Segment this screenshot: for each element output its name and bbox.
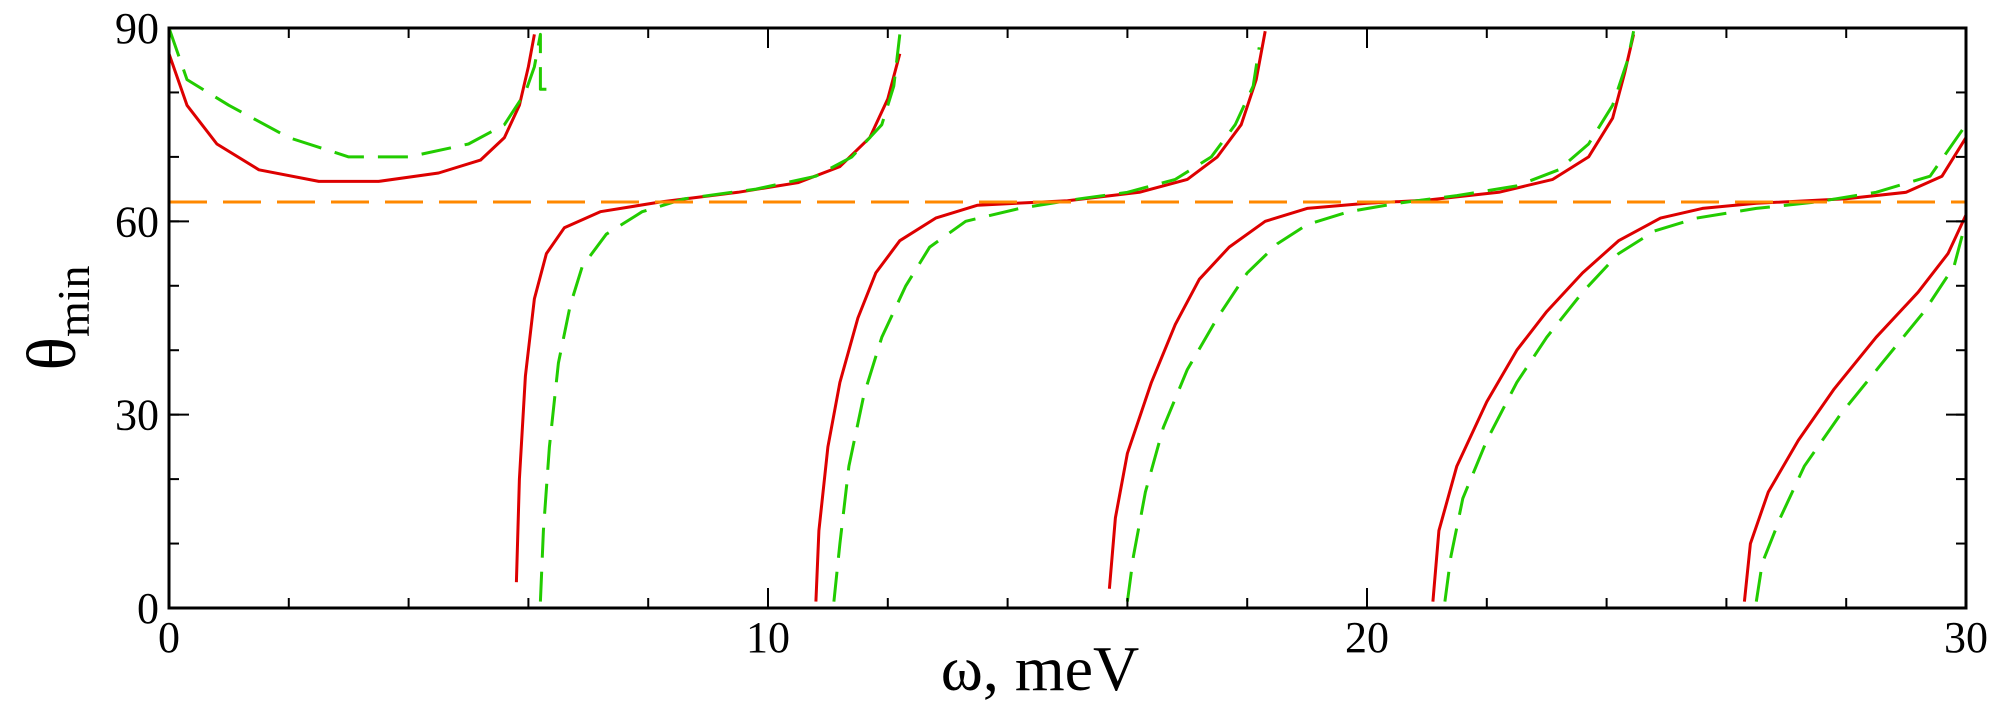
series-red-solid-segment-1 xyxy=(167,34,536,183)
series-red-solid-segment-4 xyxy=(1107,34,1636,589)
x-tick-label-0: 0 xyxy=(158,613,180,662)
series-green-dashed-segment-2 xyxy=(538,34,902,602)
series-red-solid-segment-6 xyxy=(1742,214,1968,602)
series-red-solid-segment-3 xyxy=(814,30,1267,602)
x-tick-label-20: 20 xyxy=(1345,613,1389,662)
y-tick-label-60: 60 xyxy=(115,197,159,246)
series-green-dashed-segment-1 xyxy=(167,27,547,159)
x-tick-label-30: 30 xyxy=(1944,613,1988,662)
y-axis-title-subscript: min xyxy=(48,265,99,337)
series-green-dashed-segment-6 xyxy=(1754,220,1968,602)
x-axis-title: ω, meV xyxy=(941,633,1140,704)
series-green-dashed-segment-3 xyxy=(832,47,1261,602)
plot-frame xyxy=(167,26,1968,610)
y-axis-title-main: θ xyxy=(14,337,91,371)
y-tick-label-30: 30 xyxy=(115,391,159,440)
series-red-solid-segment-2 xyxy=(514,53,902,583)
series-green-dashed-segment-4 xyxy=(1125,30,1636,602)
series-green-dashed-segment-5 xyxy=(1443,123,1968,602)
tick-layer: 0 10 20 30 0 30 60 90 xyxy=(115,4,1988,662)
x-tick-label-10: 10 xyxy=(746,613,790,662)
y-axis-title: θmin xyxy=(14,265,99,370)
series-red-solid-segment-5 xyxy=(1431,136,1968,602)
y-tick-label-0: 0 xyxy=(137,584,159,633)
series-layer xyxy=(167,27,1968,602)
y-tick-label-90: 90 xyxy=(115,4,159,53)
